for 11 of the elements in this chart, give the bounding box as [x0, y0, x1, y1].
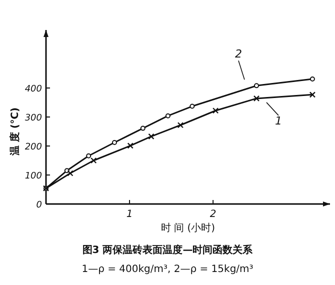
- y-tick-label: 400: [24, 84, 42, 94]
- x-axis-title: 时 间 (小时): [160, 222, 216, 234]
- text: 图3 两保温砖表面温度—时间函数关系: [82, 244, 254, 256]
- y-tick-label: 200: [24, 142, 42, 152]
- y-axis-title: 温 度 (℃): [9, 107, 21, 157]
- y-tick-label: 300: [24, 114, 42, 124]
- text: 2: [234, 48, 242, 61]
- y-tick-label: 100: [24, 172, 42, 182]
- legend-label: 1: [274, 114, 282, 128]
- text: 1—ρ = 400kg/m³, 2—ρ = 15kg/m³: [82, 264, 254, 275]
- y-tick-label: 0: [36, 200, 42, 210]
